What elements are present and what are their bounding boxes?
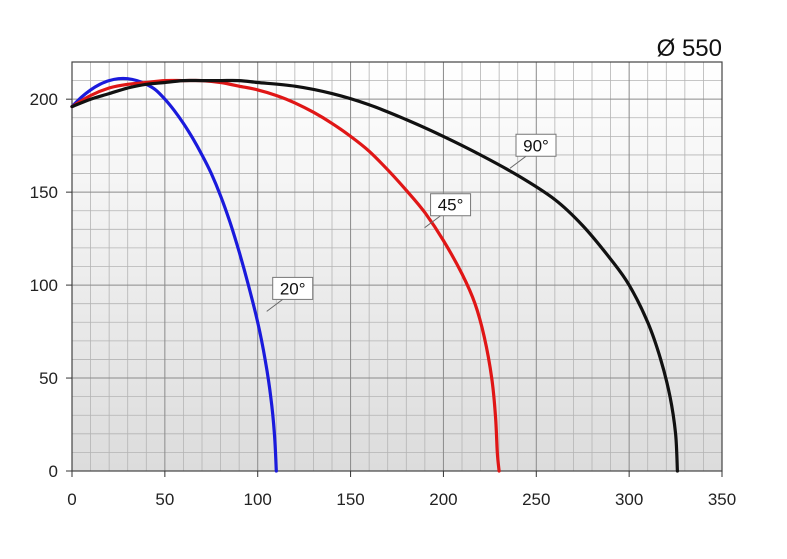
- curve-label-box: [515, 133, 557, 157]
- chart-title: Ø 550: [657, 35, 722, 62]
- x-tick-label: 50: [155, 490, 174, 509]
- y-tick-label: 0: [49, 462, 58, 481]
- curve-label: 45°: [424, 193, 472, 229]
- x-tick-label: 0: [67, 490, 76, 509]
- curve-labels: 20° 45° 90°: [266, 133, 557, 312]
- plot-frame: [71, 61, 723, 472]
- x-tick-label: 200: [429, 490, 457, 509]
- curve-label-text: 90°: [523, 136, 549, 155]
- curve-label-box: [272, 276, 314, 300]
- y-tick-label: 100: [30, 276, 58, 295]
- y-axis-ticks: 0 50 100 150 200: [30, 90, 72, 481]
- x-tick-label: 350: [708, 490, 736, 509]
- grid-minor: [72, 61, 722, 471]
- x-tick-label: 300: [615, 490, 643, 509]
- curve-label-text: 20°: [280, 279, 306, 298]
- curve-label: 20°: [266, 276, 314, 312]
- y-tick-label: 150: [30, 183, 58, 202]
- x-axis-ticks: 0 50 100 150 200 250 300 350: [67, 471, 736, 509]
- curve-label-leader: [424, 215, 441, 229]
- y-tick-label: 200: [30, 90, 58, 109]
- series-line-20: [70, 76, 278, 473]
- y-tick-label: 50: [39, 369, 58, 388]
- curve-label-text: 45°: [438, 196, 464, 215]
- curve-label-leader: [509, 155, 527, 169]
- x-tick-label: 100: [244, 490, 272, 509]
- curve-label-leader: [266, 298, 284, 312]
- curves: [70, 76, 679, 473]
- curve-label-box: [430, 193, 472, 217]
- curve-label: 90°: [509, 133, 557, 169]
- series-line-45: [70, 78, 501, 473]
- x-tick-label: 150: [336, 490, 364, 509]
- series-line-90: [70, 78, 679, 473]
- x-tick-label: 250: [522, 490, 550, 509]
